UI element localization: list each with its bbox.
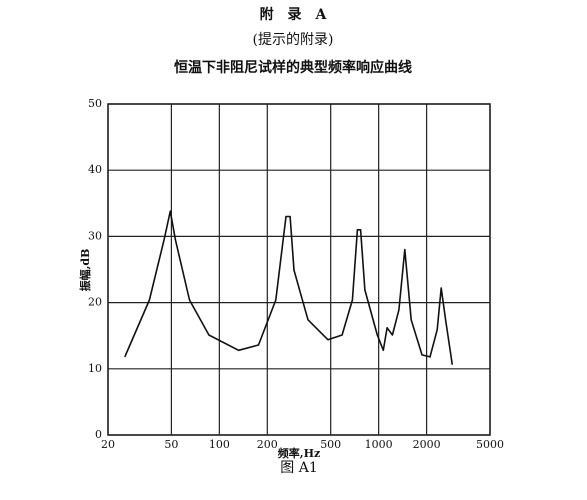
y-tick-label: 10 xyxy=(88,362,102,375)
appendix-note: (提示的附录) xyxy=(253,32,334,48)
x-tick-label: 50 xyxy=(164,438,178,451)
x-tick-label: 500 xyxy=(320,438,341,451)
chart-title: 恒温下非阻尼试样的典型频率响应曲线 xyxy=(174,59,412,76)
plot-frame xyxy=(107,103,491,436)
x-tick-label: 5000 xyxy=(476,438,504,451)
x-tick-label: 100 xyxy=(209,438,230,451)
y-axis-label: 振幅,dB xyxy=(78,249,92,292)
y-tick-label: 0 xyxy=(95,428,102,441)
figure-caption: 图 A1 xyxy=(280,460,317,476)
x-axis-label: 频率,Hz xyxy=(278,446,320,460)
response-curve xyxy=(124,210,454,365)
x-tick-label: 200 xyxy=(257,438,278,451)
y-tick-label: 50 xyxy=(88,97,102,110)
x-tick-label: 1000 xyxy=(365,438,393,451)
x-tick-label: 20 xyxy=(101,438,115,451)
y-tick-label: 20 xyxy=(88,296,102,309)
x-tick-label: 2000 xyxy=(413,438,441,451)
appendix-title: 附 录 A xyxy=(260,6,328,23)
y-tick-label: 40 xyxy=(88,163,102,176)
y-tick-label: 30 xyxy=(88,229,102,242)
